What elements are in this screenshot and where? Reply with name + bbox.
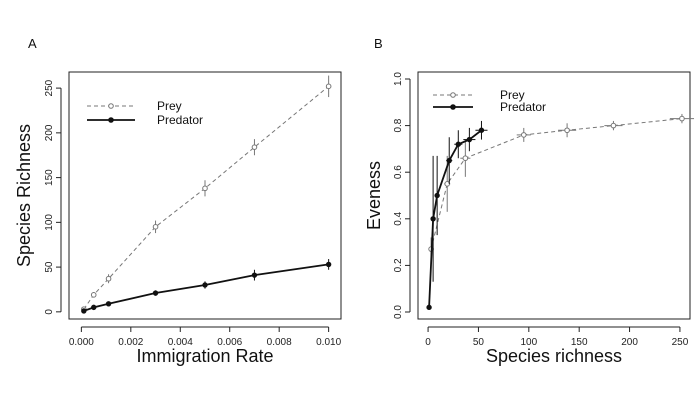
y-tick-label: 0.8 bbox=[393, 118, 404, 132]
x-tick-label: 0.010 bbox=[316, 337, 341, 348]
legend-predator-marker bbox=[108, 117, 114, 123]
panel-label: B bbox=[374, 36, 383, 51]
predator-point bbox=[466, 136, 473, 143]
predator-point bbox=[446, 157, 452, 164]
y-tick-label: 250 bbox=[44, 79, 55, 96]
prey-point bbox=[152, 224, 159, 230]
y-tick-label: 200 bbox=[44, 124, 55, 141]
panel-label: A bbox=[28, 36, 37, 51]
predator-point bbox=[202, 282, 208, 288]
y-tick-label: 0.2 bbox=[393, 258, 404, 272]
predator-point bbox=[152, 290, 159, 296]
prey-point bbox=[90, 292, 97, 298]
predator-point bbox=[251, 272, 258, 278]
plot-frame bbox=[417, 71, 691, 320]
prey-point bbox=[462, 155, 469, 162]
y-tick-label: 0 bbox=[44, 309, 55, 315]
legend-predator-label: Predator bbox=[157, 113, 203, 127]
y-tick-label: 0.4 bbox=[393, 211, 404, 225]
y-tick-label: 50 bbox=[44, 261, 55, 273]
x-tick-label: 0.004 bbox=[168, 337, 193, 348]
x-tick-label: 0.006 bbox=[217, 337, 242, 348]
y-tick-label: 1.0 bbox=[393, 72, 404, 86]
prey-point bbox=[520, 132, 527, 138]
prey-point bbox=[564, 127, 570, 134]
x-tick-label: 50 bbox=[473, 337, 485, 348]
legend-predator-marker bbox=[450, 104, 456, 110]
x-tick-label: 250 bbox=[672, 337, 689, 348]
predator-point bbox=[430, 216, 436, 222]
predator-point bbox=[426, 304, 432, 311]
x-tick-label: 0.008 bbox=[267, 337, 292, 348]
panel-b: B 0 50 100 150 200 250 0.0 0.2 0.4 0.6 0.8 1.0 Specie… bbox=[364, 36, 695, 366]
y-tick-label: 150 bbox=[44, 169, 55, 186]
x-tick-label: 150 bbox=[571, 337, 588, 348]
prey-point bbox=[105, 275, 112, 282]
prey-point bbox=[679, 115, 685, 122]
predator-point bbox=[325, 261, 332, 268]
prey-point bbox=[610, 122, 617, 129]
prey-point bbox=[251, 144, 258, 150]
legend-prey-marker bbox=[108, 103, 114, 109]
predator-point bbox=[105, 301, 112, 307]
y-axis-title: Species Richness bbox=[14, 124, 34, 267]
x-axis-title: Immigration Rate bbox=[136, 346, 273, 366]
predator-point bbox=[81, 308, 87, 314]
legend-predator-label: Predator bbox=[500, 100, 546, 114]
y-axis-title: Eveness bbox=[364, 161, 384, 230]
legend-prey-label: Prey bbox=[500, 88, 525, 102]
legend-prey-marker bbox=[450, 92, 456, 98]
y-tick-label: 100 bbox=[44, 214, 55, 231]
x-tick-label: 0.000 bbox=[69, 337, 94, 348]
prey-point bbox=[202, 185, 208, 192]
plot-frame bbox=[68, 71, 342, 320]
y-tick-label: 0.0 bbox=[393, 305, 404, 319]
predator-point bbox=[455, 141, 461, 147]
predator-line bbox=[83, 263, 329, 312]
x-tick-label: 100 bbox=[520, 337, 537, 348]
x-tick-label: 0.002 bbox=[118, 337, 143, 348]
predator-point bbox=[434, 192, 440, 199]
y-tick-label: 0.6 bbox=[393, 165, 404, 179]
x-tick-label: 0 bbox=[425, 337, 431, 348]
predator-point bbox=[478, 127, 485, 133]
panel-a: A 0.000 0.002 0.004 0.006 0.008 0.010 0 50 100 150… bbox=[14, 36, 342, 366]
x-tick-label: 200 bbox=[621, 337, 638, 348]
legend-prey-label: Prey bbox=[157, 99, 182, 113]
prey-point bbox=[325, 83, 332, 90]
predator-point bbox=[91, 304, 97, 311]
x-axis-title: Species richness bbox=[486, 346, 622, 366]
